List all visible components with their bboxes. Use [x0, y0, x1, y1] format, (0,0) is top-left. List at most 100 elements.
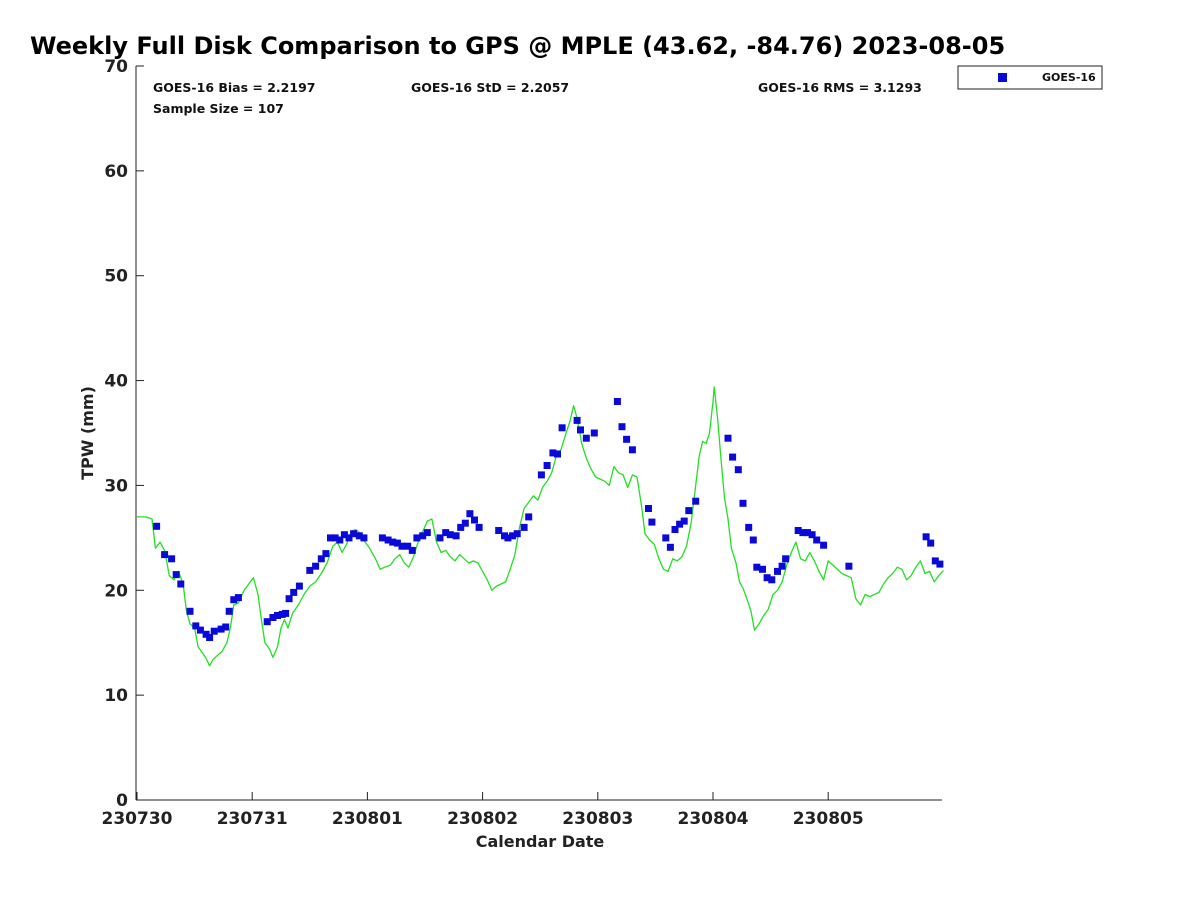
goes16-point: [749, 536, 757, 544]
goes16-point: [336, 536, 344, 544]
goes16-point: [263, 618, 271, 626]
goes16-point: [804, 529, 811, 537]
goes16-point: [680, 517, 688, 525]
std-stat: GOES-16 StD = 2.2057: [411, 80, 569, 95]
goes16-point: [423, 529, 431, 537]
goes16-point: [573, 416, 581, 424]
goes16-point: [186, 607, 194, 615]
goes16-point: [774, 567, 781, 575]
goes16-point: [623, 435, 631, 443]
goes16-point: [724, 434, 732, 442]
legend: GOES-16: [957, 65, 1103, 90]
goes16-point: [525, 513, 533, 521]
goes16-point: [537, 471, 545, 479]
goes16-point: [676, 520, 684, 528]
goes16-point: [666, 543, 674, 551]
x-tick-label: 230804: [678, 809, 749, 829]
goes16-point: [794, 527, 802, 534]
goes16-point: [808, 531, 816, 539]
goes16-point: [457, 523, 465, 531]
x-axis-label: Calendar Date: [476, 832, 605, 851]
goes16-point: [153, 522, 161, 530]
x-tick-label: 230801: [332, 809, 403, 829]
goes16-point: [662, 534, 670, 542]
y-tick-label: 60: [104, 162, 128, 182]
goes16-point: [295, 582, 303, 590]
goes16-point: [763, 574, 771, 582]
goes16-point: [936, 560, 944, 568]
goes16-point: [739, 499, 747, 507]
x-ticks: 230730 230731 230801 230802 230803 230804 2308…: [102, 792, 864, 829]
goes16-point: [389, 538, 397, 546]
x-tick-label: 230805: [793, 809, 864, 829]
goes16-point: [466, 510, 474, 518]
x-tick-label: 230803: [562, 809, 633, 829]
goes16-point: [745, 523, 753, 531]
goes16-point: [685, 507, 693, 515]
goes16-point: [230, 596, 238, 604]
goes16-point: [413, 534, 421, 542]
y-tick-label: 0: [116, 791, 128, 811]
goes16-point: [927, 539, 935, 547]
goes-series: [153, 398, 944, 641]
goes16-point: [628, 446, 636, 454]
goes16-point: [331, 534, 339, 542]
goes16-point: [322, 550, 330, 558]
legend-marker: [998, 73, 1007, 82]
x-tick-label: 230730: [102, 809, 173, 829]
gps-series: [137, 386, 944, 667]
goes16-point: [378, 534, 386, 542]
rms-stat: GOES-16 RMS = 3.1293: [758, 80, 922, 95]
goes16-point: [734, 466, 742, 474]
y-tick-label: 70: [104, 57, 128, 77]
goes16-point: [475, 523, 483, 531]
goes16-point: [618, 423, 626, 431]
bias-stat: GOES-16 Bias = 2.2197: [153, 80, 315, 95]
y-axis-label: TPW (mm): [78, 386, 97, 480]
goes16-point: [471, 516, 478, 524]
legend-label: GOES-16: [1042, 71, 1096, 84]
goes16-point: [753, 563, 761, 571]
goes16-point: [269, 614, 277, 621]
goes16-point: [577, 426, 584, 434]
goes16-point: [558, 424, 566, 432]
goes16-point: [398, 542, 406, 550]
goes16-point: [290, 588, 298, 596]
goes16-point: [504, 534, 512, 542]
goes16-point: [196, 626, 204, 634]
goes16-point: [436, 534, 444, 542]
goes16-point: [161, 551, 169, 559]
goes16-point: [222, 623, 230, 631]
goes16-point: [543, 462, 551, 469]
goes16-point: [306, 566, 314, 574]
goes16-point: [520, 523, 528, 531]
x-tick-label: 230802: [447, 809, 518, 829]
goes16-point: [509, 532, 517, 540]
goes16-point: [671, 526, 679, 533]
goes16-point: [590, 429, 598, 437]
goes16-point: [340, 531, 348, 539]
goes16-point: [217, 625, 225, 633]
goes16-point: [729, 453, 737, 461]
goes16-point: [360, 534, 368, 542]
goes16-point: [922, 533, 930, 541]
goes16-point: [442, 529, 450, 537]
goes16-point: [192, 622, 200, 630]
goes16-point: [404, 542, 412, 550]
goes16-point: [177, 580, 185, 588]
chart-title: Weekly Full Disk Comparison to GPS @ MPL…: [30, 32, 1005, 60]
goes16-point: [461, 519, 469, 527]
goes16-point: [452, 532, 460, 540]
goes16-point: [206, 634, 214, 641]
goes16-point: [549, 449, 557, 457]
goes16-point: [931, 557, 939, 565]
goes16-point: [355, 532, 363, 540]
goes16-point: [554, 450, 561, 458]
goes16-point: [327, 534, 334, 542]
goes16-point: [495, 527, 503, 534]
y-tick-label: 20: [104, 581, 128, 601]
goes16-point: [778, 562, 786, 570]
goes16-point: [225, 607, 233, 615]
gps-line: [137, 386, 944, 667]
